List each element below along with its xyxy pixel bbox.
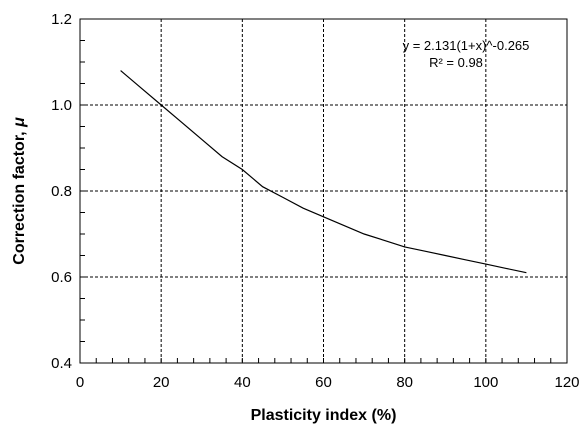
- plot-frame: [79, 18, 568, 364]
- x-tick-label: 40: [234, 374, 251, 391]
- x-tick-label: 0: [76, 374, 84, 391]
- y-tick-label: 1.2: [51, 11, 72, 28]
- series-line-fit-curve: [120, 70, 527, 274]
- y-tick-label: 1.0: [51, 97, 72, 114]
- r-squared-annotation: R² = 0.98: [429, 55, 483, 70]
- series-layer: [120, 70, 527, 274]
- grid-lines: [80, 19, 567, 363]
- y-tick-labels: 0.4 0.6 0.8 1.0 1.2: [51, 11, 72, 372]
- x-tick-label: 100: [473, 374, 498, 391]
- x-tick-label: 120: [554, 374, 579, 391]
- x-tick-label: 80: [396, 374, 413, 391]
- x-tick-labels: 0 20 40 60 80 100 120: [76, 374, 580, 391]
- equation-annotation: y = 2.131(1+x)^-0.265: [403, 38, 530, 53]
- y-tick-label: 0.6: [51, 269, 72, 286]
- y-axis-title: Correction factor, μ: [11, 117, 28, 265]
- x-tick-label: 20: [153, 374, 170, 391]
- y-axis-title-text: Correction factor,: [11, 127, 28, 265]
- y-tick-label: 0.8: [51, 183, 72, 200]
- y-tick-label: 0.4: [51, 355, 72, 372]
- x-axis-title: Plasticity index (%): [251, 407, 397, 424]
- y-axis-title-symbol: μ: [11, 117, 28, 128]
- x-tick-label: 60: [315, 374, 332, 391]
